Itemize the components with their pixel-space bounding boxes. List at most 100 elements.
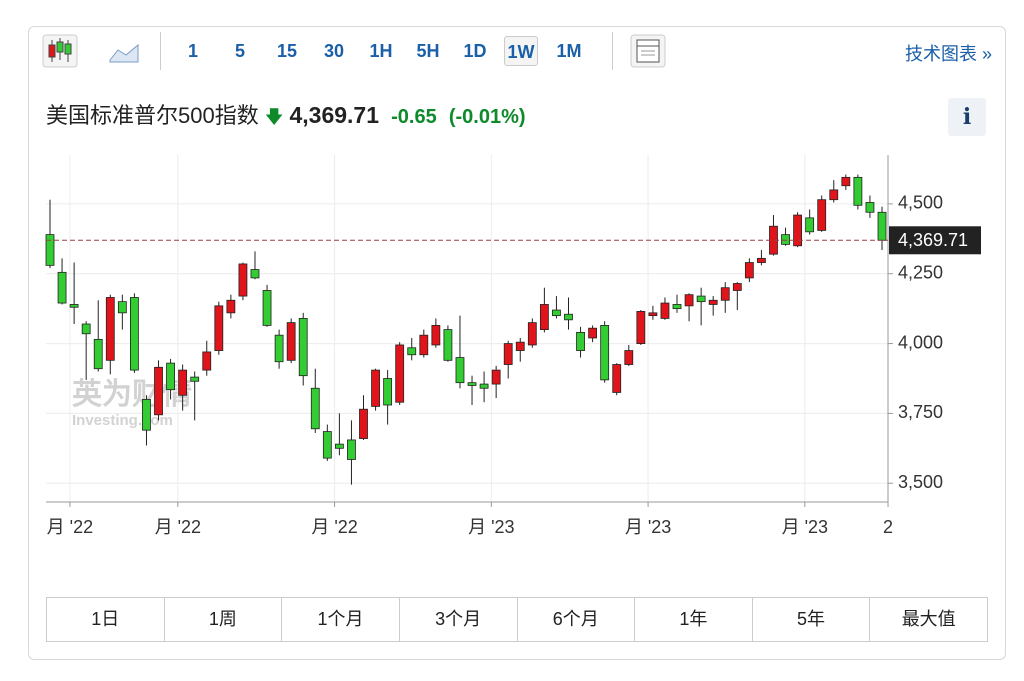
- range-button[interactable]: 1年: [634, 598, 752, 641]
- range-button[interactable]: 1个月: [281, 598, 399, 641]
- candle-body: [190, 376, 200, 382]
- range-button[interactable]: 3个月: [398, 598, 517, 641]
- range-button[interactable]: 最大值: [869, 598, 987, 641]
- range-bar: 1日 1周 1个月 3个月 6个月 1年 5年 最大值: [46, 597, 988, 642]
- range-button[interactable]: 1周: [163, 598, 282, 641]
- x-tick-label: 月 '23: [625, 517, 671, 537]
- header: 美国标准普尔500指数 🡇 4,369.71 -0.65 (-0.01%): [46, 98, 526, 135]
- y-tick-label: 3,750: [898, 402, 943, 422]
- interval-button[interactable]: 5: [234, 41, 245, 61]
- candle-body: [708, 299, 718, 305]
- candle-body: [383, 378, 393, 406]
- candle-body: [624, 350, 634, 365]
- candle-body: [817, 199, 827, 231]
- x-tick-label: 月 '23: [468, 517, 514, 537]
- candle-body: [757, 257, 766, 263]
- candle-body: [588, 327, 598, 339]
- widget: [28, 26, 1006, 660]
- interval-button[interactable]: 30: [323, 41, 345, 61]
- title: 美国标准普尔500指数: [46, 103, 259, 128]
- candle-body: [322, 431, 332, 459]
- candle-body: [696, 295, 706, 303]
- candle-body: [660, 302, 670, 319]
- candle-body: [648, 312, 658, 317]
- candle-body: [238, 263, 248, 297]
- down-arrow: 🡇: [264, 107, 284, 127]
- candle-body: [45, 234, 55, 266]
- candle-body: [636, 311, 646, 344]
- interval-button[interactable]: 1M: [556, 41, 582, 61]
- x-tick-label: 月 '23: [782, 517, 828, 537]
- candle-body: [117, 301, 127, 314]
- candle-body: [672, 304, 682, 310]
- interval-button[interactable]: 15: [276, 41, 298, 61]
- candle-body: [829, 189, 839, 201]
- candle-body: [576, 331, 585, 351]
- range-button[interactable]: 6个月: [516, 598, 635, 641]
- candle-body: [395, 344, 405, 403]
- candle-body: [793, 214, 802, 247]
- candle-body: [720, 287, 730, 301]
- candle-body: [564, 313, 573, 321]
- x-tick-label: 月 '22: [155, 517, 201, 537]
- interval-button[interactable]: 1W: [504, 36, 538, 66]
- candle-body: [732, 283, 742, 291]
- candle-body: [226, 299, 236, 314]
- chart-type-icons: [42, 34, 139, 68]
- candle-body: [347, 439, 356, 460]
- candle-body: [467, 382, 477, 386]
- change: -0.65: [391, 106, 437, 128]
- range-button[interactable]: 5年: [751, 598, 870, 641]
- interval-button[interactable]: 1H: [369, 41, 393, 61]
- candle-body: [214, 305, 224, 351]
- candle-body: [684, 294, 694, 307]
- change-pct: (-0.01%): [448, 106, 526, 128]
- candle-body: [552, 309, 561, 317]
- candle-body: [274, 334, 284, 363]
- interval-button[interactable]: 1D: [463, 41, 487, 61]
- candle-body: [841, 176, 851, 187]
- candle-body: [298, 318, 308, 377]
- technical-link[interactable]: 技术图表 »: [904, 44, 992, 64]
- candle-body: [491, 369, 501, 385]
- candle-body: [600, 325, 610, 381]
- last-price-box: [889, 226, 981, 255]
- info-button[interactable]: i: [948, 98, 986, 136]
- last-price-label: 4,369.71: [898, 230, 968, 250]
- candle-body: [877, 211, 887, 241]
- candle-body: [781, 234, 790, 245]
- separator: [612, 32, 613, 70]
- candle-body: [503, 343, 513, 365]
- candle-body: [527, 322, 537, 346]
- candle-body: [371, 369, 380, 407]
- candle-body: [166, 362, 175, 391]
- candle-body: [539, 304, 549, 330]
- candle-body: [57, 271, 67, 304]
- candle-body: [334, 443, 344, 449]
- candle-body: [419, 334, 429, 356]
- candle-body: [479, 383, 489, 389]
- candle-body: [853, 176, 863, 206]
- candle-body: [130, 297, 139, 371]
- range-button[interactable]: 1日: [91, 609, 120, 629]
- candle-body: [612, 364, 622, 393]
- candle-body: [69, 304, 79, 308]
- interval-button[interactable]: 1: [187, 41, 198, 61]
- candle-body: [262, 290, 272, 326]
- candle-body: [286, 322, 296, 361]
- interval-button[interactable]: 5H: [416, 41, 440, 61]
- candle-body: [81, 323, 91, 335]
- separator: [160, 32, 161, 70]
- candle-body: [105, 297, 115, 361]
- candle-body: [455, 357, 465, 384]
- candle-body: [431, 325, 441, 346]
- candle-body: [359, 408, 368, 439]
- y-tick-label: 4,250: [898, 262, 943, 282]
- candle-body: [310, 387, 320, 430]
- candle-body: [515, 341, 525, 351]
- candle-body: [178, 369, 188, 396]
- x-tick-label: 月 '22: [47, 517, 93, 537]
- candle-body: [407, 347, 417, 356]
- candle-body: [744, 262, 754, 279]
